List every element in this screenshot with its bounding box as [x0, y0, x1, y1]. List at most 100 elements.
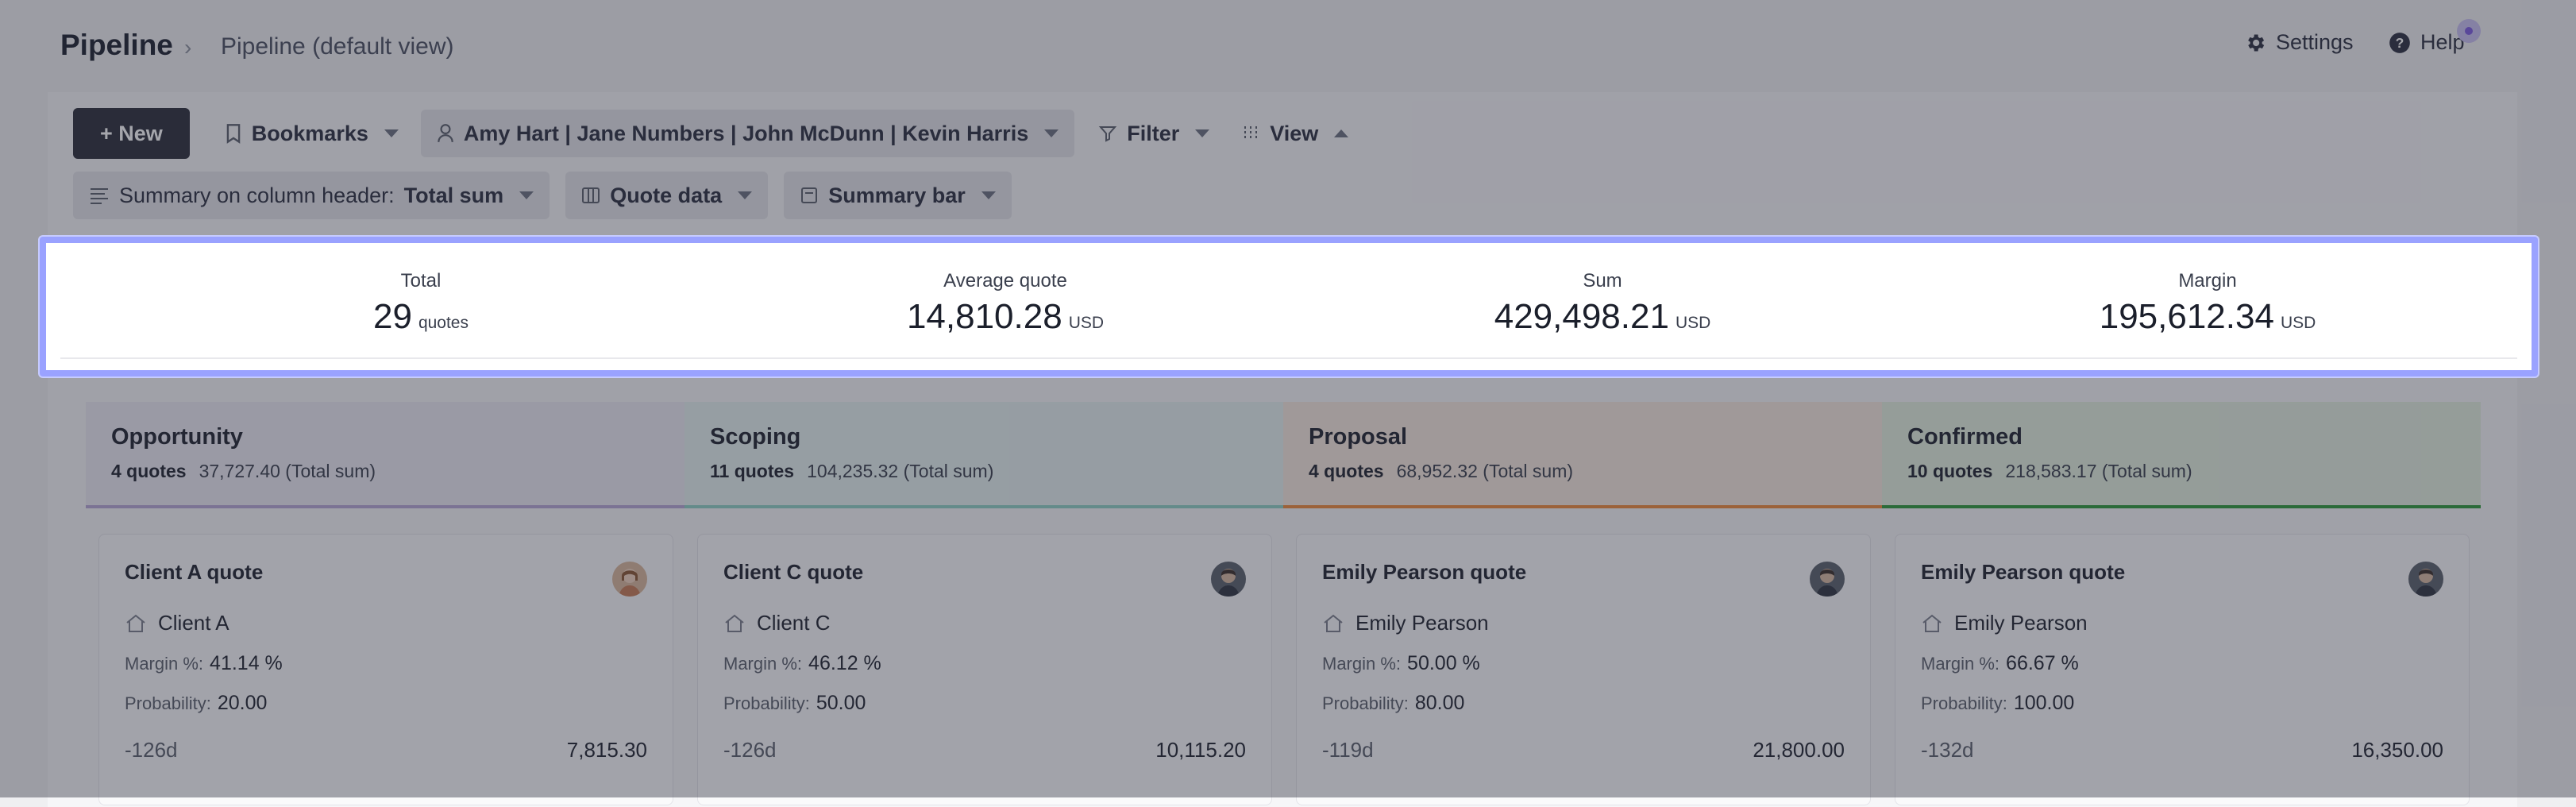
client-name: Emily Pearson: [1954, 611, 2088, 635]
quote-card[interactable]: Emily Pearson quote Emily Pearson Margin…: [1296, 534, 1871, 805]
metric-unit: USD: [1675, 314, 1711, 332]
filter-icon: [1099, 126, 1117, 142]
metric-value-row: 195,612.34 USD: [2033, 297, 2382, 337]
client-name: Client A: [158, 611, 229, 635]
summary-header-dropdown[interactable]: Summary on column header: Total sum: [73, 172, 550, 219]
metric-label: Average quote: [943, 270, 1067, 292]
summary-bar-icon: [801, 187, 818, 203]
column-meta: 10 quotes 218,583.17 (Total sum): [1907, 461, 2192, 482]
summary-prefix: Summary on column header:: [119, 183, 395, 207]
chevron-down-icon: [738, 191, 753, 199]
card-amount: 16,350.00: [2351, 738, 2443, 762]
column-accent-line: [1882, 505, 2481, 508]
breadcrumb[interactable]: Pipeline (default view): [221, 33, 454, 60]
metric-value: 29: [372, 297, 412, 336]
column-total: 37,727.40 (Total sum): [199, 461, 376, 481]
card-title: Client A quote: [125, 560, 264, 584]
card-age: -126d: [723, 738, 777, 762]
metric-sum: Sum 429,498.21 USD: [1428, 270, 1777, 337]
quote-card[interactable]: Client C quote Client C Margin %: 46.12 %…: [697, 534, 1272, 805]
users-filter-dropdown[interactable]: Amy Hart | Jane Numbers | John McDunn | …: [420, 110, 1075, 157]
margin-field: Margin %: 50.00 %: [1322, 652, 1480, 674]
metric-value-row: 14,810.28 USD: [846, 297, 1164, 337]
column-total: 104,235.32 (Total sum): [807, 461, 994, 481]
column-title: Scoping: [710, 424, 801, 450]
probability-value: 80.00: [1414, 692, 1465, 714]
margin-field: Margin %: 46.12 %: [723, 652, 881, 674]
column-title: Confirmed: [1907, 424, 2023, 450]
notification-dot[interactable]: [2457, 19, 2481, 43]
filter-dropdown[interactable]: Filter: [1082, 110, 1225, 157]
chevron-up-icon: [1334, 129, 1349, 137]
toolbar-secondary: Summary on column header: Total sum Quot…: [73, 172, 1012, 219]
metric-label: Total: [400, 270, 442, 292]
chevron-down-icon: [1195, 129, 1210, 137]
metric-value: 429,498.21: [1494, 297, 1669, 336]
metric-value-row: 29 quotes: [302, 297, 540, 337]
column-confirmed: Confirmed 10 quotes 218,583.17 (Total sum…: [1882, 402, 2481, 508]
summary-bar-label: Summary bar: [828, 183, 966, 207]
summary-value: Total sum: [403, 183, 504, 207]
margin-field: Margin %: 66.67 %: [1921, 652, 2079, 674]
probability-value: 20.00: [217, 692, 268, 714]
metric-unit: USD: [2280, 314, 2316, 332]
top-bar: Pipeline › Pipeline (default view) Setti…: [0, 0, 2576, 95]
filter-label: Filter: [1127, 121, 1180, 145]
users-label: Amy Hart | Jane Numbers | John McDunn | …: [463, 121, 1029, 145]
metric-average-quote: Average quote 14,810.28 USD: [846, 270, 1164, 337]
column-accent-line: [86, 505, 684, 508]
chevron-down-icon: [519, 191, 534, 199]
card-title: Emily Pearson quote: [1921, 560, 2126, 584]
bookmarks-label: Bookmarks: [251, 121, 368, 145]
probability-field: Probability: 80.00: [1322, 692, 1465, 714]
lines-icon: [91, 188, 108, 204]
probability-field: Probability: 20.00: [125, 692, 268, 714]
summary-bar: Total 29 quotes Average quote 14,810.28 US…: [40, 237, 2538, 376]
column-opportunity: Opportunity 4 quotes 37,727.40 (Total sum…: [86, 402, 684, 508]
card-client: Emily Pearson: [1322, 611, 1489, 635]
column-meta: 11 quotes 104,235.32 (Total sum): [710, 461, 993, 482]
metric-value: 14,810.28: [906, 297, 1062, 336]
settings-button[interactable]: Settings: [2244, 30, 2354, 55]
client-name: Emily Pearson: [1355, 611, 1489, 635]
card-amount: 7,815.30: [566, 738, 647, 762]
view-label: View: [1270, 121, 1319, 145]
probability-value: 50.00: [816, 692, 866, 714]
probability-field: Probability: 50.00: [723, 692, 866, 714]
quote-card[interactable]: Emily Pearson quote Emily Pearson Margin…: [1895, 534, 2470, 805]
user-icon: [438, 124, 453, 142]
chevron-down-icon: [1044, 129, 1059, 137]
chevron-down-icon: [981, 191, 996, 199]
card-age: -132d: [1921, 738, 1974, 762]
column-accent-line: [684, 505, 1283, 508]
metric-value: 195,612.34: [2099, 297, 2274, 336]
bookmarks-dropdown[interactable]: Bookmarks: [209, 110, 415, 157]
new-button[interactable]: + New: [73, 108, 190, 159]
avatar: [2408, 562, 2443, 597]
quote-data-dropdown[interactable]: Quote data: [565, 172, 769, 219]
home-icon: [725, 614, 744, 632]
view-dropdown[interactable]: View: [1225, 110, 1364, 157]
page-title: Pipeline: [60, 29, 173, 61]
margin-value: 41.14 %: [210, 652, 283, 674]
metric-unit: quotes: [418, 314, 469, 332]
toolbar-primary: + New Bookmarks Amy Hart | Jane Numbers …: [73, 108, 1364, 159]
quote-card[interactable]: Client A quote Client A Margin %: 41.14 %…: [98, 534, 673, 805]
margin-value: 66.67 %: [2006, 652, 2079, 674]
summary-bar-dropdown[interactable]: Summary bar: [784, 172, 1012, 219]
column-count: 4 quotes: [111, 461, 187, 481]
home-icon: [126, 614, 145, 632]
metric-margin: Margin 195,612.34 USD: [2033, 270, 2382, 337]
column-title: Opportunity: [111, 424, 243, 450]
columns-icon: [582, 187, 600, 203]
breadcrumb-separator: ›: [184, 35, 192, 60]
margin-value: 50.00 %: [1407, 652, 1480, 674]
column-count: 10 quotes: [1907, 461, 1993, 481]
quote-data-label: Quote data: [610, 183, 723, 207]
column-scoping: Scoping 11 quotes 104,235.32 (Total sum): [684, 402, 1283, 508]
metric-value-row: 429,498.21 USD: [1428, 297, 1777, 337]
card-title: Emily Pearson quote: [1322, 560, 1527, 584]
help-button[interactable]: ? Help: [2389, 30, 2465, 55]
column-meta: 4 quotes 37,727.40 (Total sum): [111, 461, 376, 482]
card-amount: 10,115.20: [1155, 738, 1246, 762]
